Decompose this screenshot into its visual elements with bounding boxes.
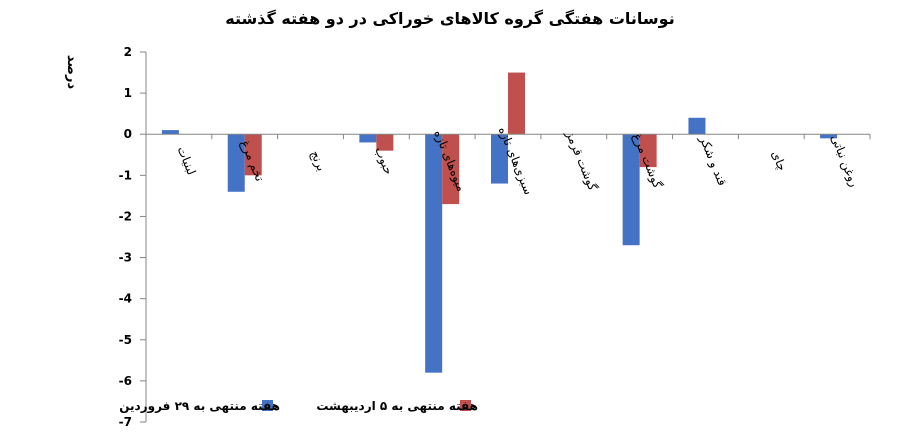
y-axis-label: درصد — [64, 55, 79, 90]
y-axis: 2 1 0 -1 -2 -3 -4 -5 -6 -7 — [119, 45, 147, 429]
y-tick-label: -4 — [119, 292, 132, 306]
category-label: قند و شکر — [696, 133, 730, 188]
chart-title: نوسانات هفتگی گروه کالاهای خوراکی در دو … — [225, 9, 674, 28]
bar-series-1 — [359, 134, 377, 143]
y-tick-label: -1 — [119, 168, 132, 182]
y-tick-label: 2 — [124, 45, 132, 59]
category-label: روغن نباتی — [827, 133, 862, 190]
bars — [161, 72, 838, 373]
bar-series-1 — [622, 134, 640, 246]
bar-series-1 — [161, 130, 179, 135]
legend-swatch — [262, 400, 273, 411]
bar-series-2 — [244, 134, 262, 176]
bar-series-2 — [508, 72, 525, 135]
y-tick-label: 0 — [124, 127, 132, 141]
bar-series-1 — [688, 117, 706, 135]
x-axis — [146, 133, 871, 140]
category-label: لبنیات — [175, 144, 199, 177]
bar-series-2 — [376, 134, 394, 151]
bar-series-1 — [425, 134, 443, 373]
y-tick-label: -6 — [119, 374, 132, 388]
y-tick-label: 1 — [124, 86, 132, 100]
legend: هفته منتهی به ۲۹ فروردین هفته منتهی به ۵ … — [119, 399, 478, 414]
category-label: گوشت قرمز — [562, 128, 600, 193]
legend-swatch — [460, 400, 471, 411]
category-label: برنج — [307, 148, 329, 173]
bar-series-2 — [639, 134, 657, 168]
legend-entry: هفته منتهی به ۲۹ فروردین — [119, 399, 280, 414]
legend-entry: هفته منتهی به ۵ اردیبهشت — [316, 399, 478, 413]
y-tick-label: -2 — [119, 209, 132, 223]
category-label: چای — [769, 149, 790, 173]
bar-series-2 — [442, 134, 460, 205]
bar-series-1 — [227, 134, 245, 192]
bar-series-1 — [491, 134, 508, 184]
y-tick-label: -5 — [119, 333, 132, 347]
y-tick-label: -3 — [119, 251, 132, 265]
bar-series-1 — [820, 134, 838, 139]
y-tick-label: -7 — [119, 415, 132, 429]
